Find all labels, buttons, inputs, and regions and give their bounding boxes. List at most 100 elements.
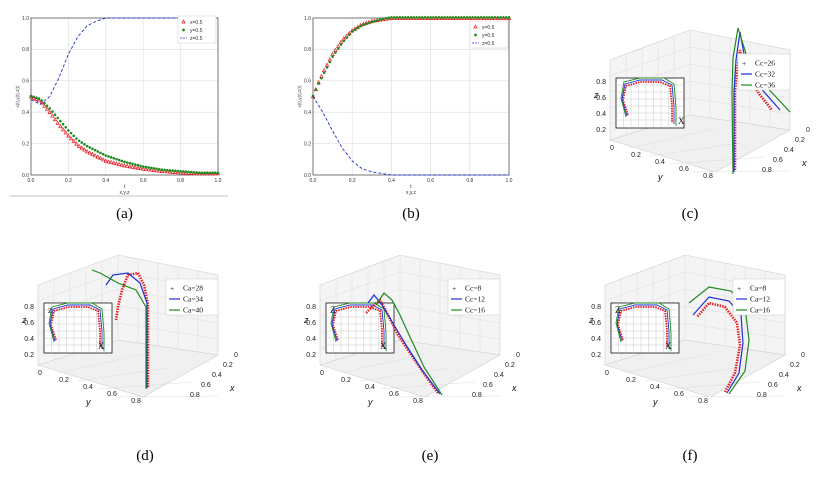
legend-label: Ca=28 [183, 284, 203, 293]
x-tick-label: 1.0 [215, 178, 222, 184]
legend-label: Ca=40 [183, 306, 203, 315]
legend: + Cc=8 Cc=12 Cc=16 [447, 278, 501, 316]
data-marker [490, 16, 494, 19]
grid-line [609, 46, 691, 77]
x-tick-label: 0.6 [140, 178, 147, 184]
z-tick-label: 0.6 [596, 95, 606, 102]
data-marker [80, 141, 84, 144]
data-marker [345, 36, 348, 40]
x-tick-label: 0.4 [779, 372, 789, 379]
data-marker [76, 143, 82, 148]
x-tick-label: 0.2 [505, 362, 515, 369]
data-marker [465, 16, 469, 19]
data-marker [159, 168, 165, 173]
data-marker [404, 16, 407, 19]
data-marker [93, 148, 97, 152]
data-marker [144, 165, 148, 169]
y-tick-label: 1.0 [304, 16, 311, 22]
legend-label: Cc=36 [755, 81, 775, 90]
data-marker [72, 134, 76, 138]
data-marker [133, 163, 137, 166]
z-tick-label: 0.4 [306, 336, 316, 343]
inset-curve [616, 304, 670, 349]
data-marker [426, 16, 430, 19]
data-marker [482, 16, 486, 19]
z-tick-label: 0.6 [306, 320, 316, 327]
inset-label: z [48, 305, 52, 315]
data-marker [208, 171, 212, 175]
data-marker [107, 155, 110, 158]
legend-label: Cc=8 [465, 284, 482, 293]
data-marker [88, 146, 92, 149]
data-marker [322, 67, 327, 73]
data-marker [203, 171, 206, 175]
z-tick-label: 0.2 [306, 352, 316, 359]
data-marker [339, 43, 343, 46]
data-marker [106, 159, 111, 164]
data-marker [322, 71, 326, 75]
data-marker [387, 16, 390, 20]
chart-panel-d: 0.20.40.60.8z00.20.40.60.8y0.80.60.40.20… [21, 254, 238, 464]
x-tick-label: 0.6 [427, 178, 434, 184]
data-marker [440, 16, 444, 19]
z-tick-label: 0.6 [24, 320, 34, 327]
z-tick-label: 0.8 [306, 304, 316, 311]
grid-line [689, 170, 791, 173]
data-marker [123, 160, 126, 164]
data-marker [485, 16, 488, 19]
x-axis-label: x [796, 383, 802, 393]
data-marker [395, 16, 399, 19]
data-marker [100, 157, 106, 162]
inset-curve [620, 77, 677, 126]
legend-label: x=0.5 [482, 25, 495, 31]
trajectory-line [105, 272, 148, 388]
data-marker [336, 43, 341, 48]
z-tick-label: 0.2 [591, 352, 601, 359]
series-y=0.5 [311, 16, 511, 98]
data-marker [37, 97, 41, 100]
data-marker [79, 145, 84, 150]
y-tick-label: 0.8 [413, 398, 423, 405]
data-marker [376, 19, 379, 22]
y-axis-label: y [85, 397, 91, 407]
legend-marker: + [170, 284, 174, 293]
grid-line [359, 367, 451, 382]
data-marker [146, 167, 151, 172]
grid-line [379, 381, 476, 390]
data-marker [165, 168, 169, 172]
y-tick-label: 0.8 [698, 398, 708, 405]
x-tick-label: 0.2 [223, 362, 233, 369]
data-marker [165, 169, 170, 174]
trajectory-line [367, 294, 441, 395]
grid-line [399, 322, 501, 340]
trajectory-marker-series [114, 271, 150, 387]
y-tick-label: 0.4 [655, 159, 665, 166]
data-marker [334, 51, 337, 54]
inset-projection: ZX [325, 302, 395, 354]
x-tick-label: 0.8 [466, 178, 473, 184]
inset-label: Z [330, 305, 336, 315]
x-axis-label: x [801, 158, 807, 168]
data-marker [101, 152, 105, 156]
data-marker [311, 94, 315, 98]
data-marker [496, 16, 500, 19]
y-tick-label: 0.4 [304, 110, 311, 116]
y-tick-label: 0.4 [650, 384, 660, 391]
series-x=0.5 [28, 94, 221, 176]
legend: + Ca=28 Ca=34 Ca=40 [165, 278, 219, 316]
y-tick-label: 0.2 [341, 377, 351, 384]
y-tick-label: 0.6 [304, 79, 311, 85]
y-tick-label: 0.6 [679, 166, 689, 173]
data-marker [84, 149, 90, 154]
data-marker [434, 16, 438, 19]
z-tick-label: 0.2 [596, 127, 606, 134]
y-tick-label: 0.0 [304, 173, 311, 179]
data-marker [130, 164, 135, 169]
data-marker [195, 171, 198, 174]
panel-caption: (a) [116, 206, 133, 222]
grid-line [57, 353, 144, 374]
data-marker [328, 60, 332, 64]
data-marker [336, 47, 340, 50]
x-tick-label: 0.8 [472, 392, 482, 399]
legend-label: Cc=16 [465, 306, 485, 315]
